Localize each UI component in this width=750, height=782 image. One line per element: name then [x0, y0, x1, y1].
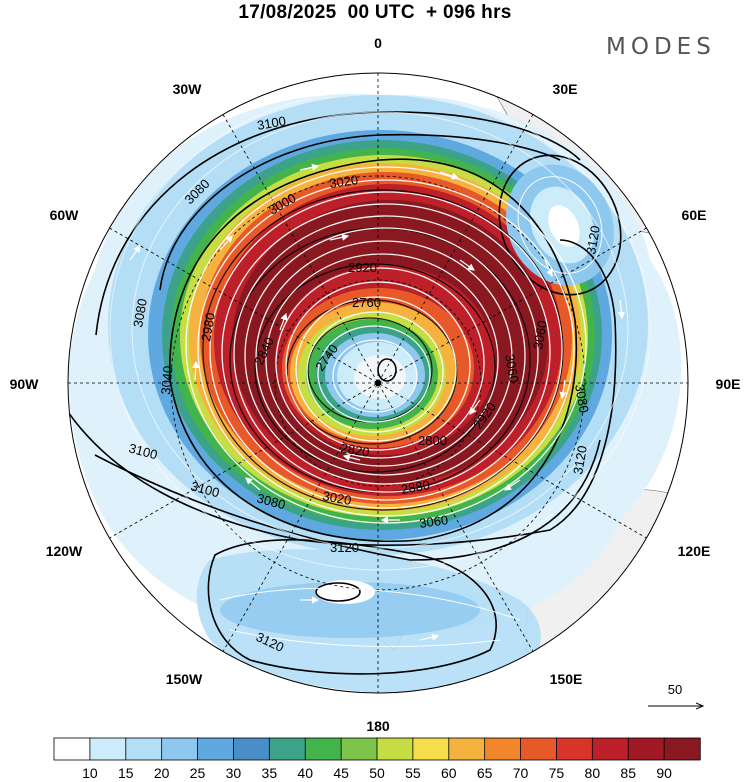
colorbar-tick-label: 20 [154, 765, 170, 781]
colorbar-tick-label: 50 [369, 765, 385, 781]
colorbar-tick-label: 25 [190, 765, 206, 781]
colorbar-swatch [627, 737, 665, 761]
contour-label: 3080 [130, 297, 150, 328]
contour-label: 2920 [348, 260, 377, 275]
colorbar-tick-label: 40 [297, 765, 313, 781]
lon-label-150w: 150W [166, 671, 203, 687]
contour-label: 3100 [189, 478, 221, 500]
colorbar-swatch [268, 737, 306, 761]
colorbar-tick-label: 35 [262, 765, 278, 781]
colorbar-swatch [376, 737, 414, 761]
contour-label: 2760 [352, 295, 381, 310]
colorbar-tick-label: 45 [333, 765, 349, 781]
colorbar-swatch [89, 737, 127, 761]
vector-key-label: 50 [668, 682, 682, 697]
colorbar-tick-label: 60 [441, 765, 457, 781]
brand-logo: MODES [606, 34, 716, 60]
contour-labels: 3100 3080 3020 3000 2920 2760 2740 2840 … [34, 113, 603, 655]
pole-marker [375, 380, 381, 386]
colorbar-swatch [663, 737, 701, 761]
contour-label: 3020 [321, 488, 352, 508]
contour-label: 3060 [418, 512, 449, 531]
contour-label: 3080 [255, 490, 287, 512]
colorbar-tick-label: 75 [549, 765, 565, 781]
contour-label: 3120 [330, 540, 359, 555]
map-title: 17/08/2025 00 UTC + 096 hrs [238, 2, 512, 23]
colorbar-swatch [591, 737, 629, 761]
colorbar-swatch [448, 737, 486, 761]
colorbar-tick-label: 30 [226, 765, 242, 781]
lon-label-90e: 90E [716, 376, 741, 392]
colorbar-swatch [125, 737, 163, 761]
colorbar-swatch [233, 737, 271, 761]
contour-label: 2820 [339, 440, 370, 460]
longitude-labels: 0 30E 60E 90E 120E 150E 180 150W 120W 90… [10, 35, 741, 734]
contour-label: 3120 [570, 444, 590, 475]
lon-label-30e: 30E [553, 81, 578, 97]
contour-label: 2800 [418, 433, 447, 448]
colorbar-tick-label: 15 [118, 765, 134, 781]
contour-label: 2980 [198, 311, 218, 342]
contour-label: 3060 [530, 319, 550, 350]
colorbar-swatch [197, 737, 235, 761]
map-frame [67, 72, 689, 694]
colorbar: 10 15 20 25 30 35 40 45 50 55 60 65 70 75 80 85 90 [53, 737, 701, 781]
contour-label: 3100 [127, 440, 159, 462]
colorbar-tick-label: 65 [477, 765, 493, 781]
colorbar-tick-label: 90 [656, 765, 672, 781]
lon-label-90w: 90W [10, 376, 40, 392]
contour-label: 3020 [328, 172, 359, 191]
lon-label-60w: 60W [50, 207, 80, 223]
contour-label: 3100 [34, 327, 54, 358]
contour-label: 2880 [400, 477, 431, 497]
colorbar-swatch [53, 737, 91, 761]
colorbar-swatch [412, 737, 450, 761]
lon-label-30w: 30W [173, 81, 203, 97]
colorbar-swatch [484, 737, 522, 761]
vector-key: 50 [648, 682, 703, 706]
colorbar-tick-label: 85 [620, 765, 636, 781]
wind-speed-field: 3100 3080 3020 3000 2920 2760 2740 2840 … [34, 73, 688, 693]
lon-label-0: 0 [374, 35, 382, 51]
colorbar-tick-label: 70 [513, 765, 529, 781]
contour-label: 3120 [583, 224, 603, 255]
colorbar-tick-label: 80 [585, 765, 601, 781]
contour-label: 3100 [256, 113, 287, 133]
colorbar-swatch [304, 737, 342, 761]
contour-label: 3080 [572, 383, 592, 414]
brand-name: MODES [606, 34, 716, 60]
lon-label-60e: 60E [682, 207, 707, 223]
lon-label-120e: 120E [678, 543, 711, 559]
colorbar-swatch [520, 737, 558, 761]
wind-vectors [129, 163, 625, 641]
contour-label: 3060 [502, 353, 522, 384]
colorbar-swatch [556, 737, 594, 761]
contour-label: 3040 [158, 365, 175, 395]
lon-label-180: 180 [366, 718, 390, 734]
lon-label-120w: 120W [46, 543, 83, 559]
lon-label-150e: 150E [550, 671, 583, 687]
colorbar-swatch [161, 737, 199, 761]
colorbar-tick-label: 10 [82, 765, 98, 781]
colorbar-tick-label: 55 [405, 765, 421, 781]
colorbar-swatch [340, 737, 378, 761]
